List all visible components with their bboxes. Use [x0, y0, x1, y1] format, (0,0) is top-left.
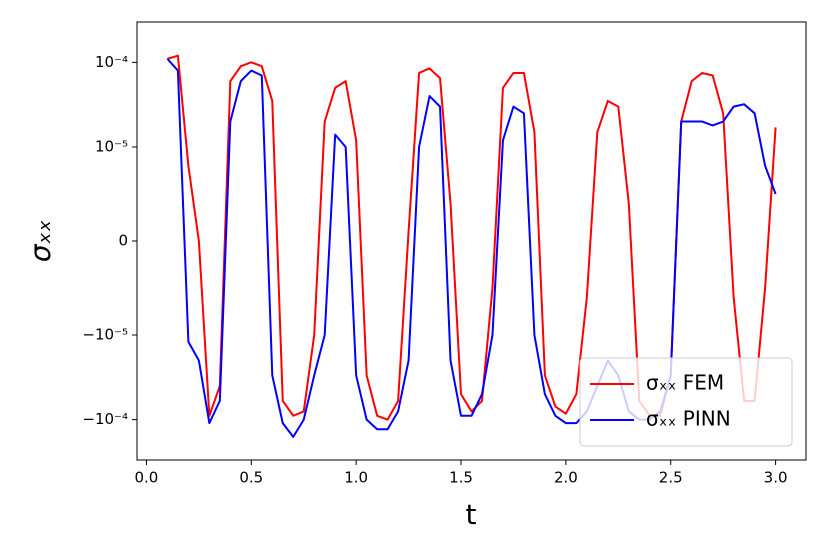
x-tick-label: 2.0 — [554, 469, 578, 487]
lines — [166, 54, 777, 438]
y-axis-label: σₓₓ — [24, 220, 57, 263]
x-tick-label: 1.5 — [449, 469, 473, 487]
series-line — [166, 58, 777, 438]
y-tick-label: −10⁻⁵ — [82, 326, 128, 344]
legend-label: σₓₓ FEM — [646, 371, 724, 395]
x-tick-label: 0.0 — [135, 469, 159, 487]
legend-box — [579, 357, 793, 447]
y-tick-label: 10⁻⁴ — [95, 53, 128, 71]
x-tick-label: 1.0 — [344, 469, 368, 487]
y-tick-label: 10⁻⁵ — [95, 137, 128, 155]
legend: σₓₓ FEM σₓₓ PINN — [579, 357, 793, 447]
y-tick-label: 0 — [118, 232, 128, 250]
x-tick-label: 2.5 — [659, 469, 683, 487]
x-axis-label: t — [466, 498, 477, 531]
x-tick-label: 3.0 — [764, 469, 788, 487]
y-tick-label: −10⁻⁴ — [82, 410, 128, 428]
legend-label: σₓₓ PINN — [646, 407, 731, 431]
x-tick-label: 0.5 — [239, 469, 263, 487]
